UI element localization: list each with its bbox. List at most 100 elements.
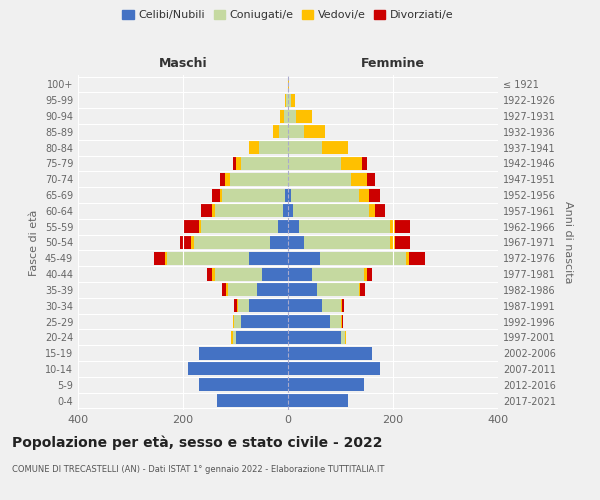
Bar — [320, 252, 406, 265]
Bar — [367, 268, 372, 280]
Y-axis label: Anni di nascita: Anni di nascita — [563, 201, 572, 284]
Bar — [286, 188, 288, 202]
Bar — [395, 236, 410, 249]
Bar — [199, 378, 288, 391]
Bar — [191, 236, 193, 249]
Bar — [288, 220, 299, 233]
Bar — [274, 126, 278, 138]
Bar — [206, 268, 212, 280]
Bar — [341, 315, 343, 328]
Bar — [223, 188, 286, 202]
Text: Popolazione per età, sesso e stato civile - 2022: Popolazione per età, sesso e stato civil… — [12, 435, 383, 450]
Bar — [288, 78, 289, 91]
Legend: Celibi/Nubili, Coniugati/e, Vedovi/e, Divorziati/e: Celibi/Nubili, Coniugati/e, Vedovi/e, Di… — [118, 6, 458, 25]
Bar — [311, 268, 364, 280]
Bar — [278, 126, 288, 138]
Bar — [361, 157, 367, 170]
Bar — [288, 378, 364, 391]
Bar — [288, 346, 372, 360]
Bar — [288, 284, 317, 296]
Bar — [217, 394, 288, 407]
Bar — [288, 362, 380, 376]
Bar — [233, 157, 235, 170]
Bar — [341, 331, 344, 344]
Bar — [199, 220, 202, 233]
Bar — [290, 94, 295, 107]
Bar — [248, 252, 288, 265]
Bar — [345, 331, 346, 344]
Bar — [215, 268, 262, 280]
Bar — [257, 284, 288, 296]
Bar — [215, 204, 283, 218]
Bar — [317, 284, 359, 296]
Bar — [409, 252, 425, 265]
Bar — [235, 315, 241, 328]
Bar — [359, 188, 370, 202]
Bar — [370, 188, 380, 202]
Bar — [359, 284, 361, 296]
Text: Maschi: Maschi — [158, 57, 208, 70]
Bar — [233, 315, 235, 328]
Bar — [299, 220, 391, 233]
Bar — [304, 236, 391, 249]
Bar — [288, 252, 320, 265]
Bar — [220, 188, 223, 202]
Bar — [288, 110, 296, 122]
Bar — [164, 252, 167, 265]
Bar — [183, 220, 199, 233]
Bar — [232, 331, 233, 344]
Bar — [293, 204, 370, 218]
Bar — [288, 299, 322, 312]
Bar — [181, 236, 191, 249]
Bar — [288, 236, 304, 249]
Y-axis label: Fasce di età: Fasce di età — [29, 210, 39, 276]
Bar — [241, 157, 288, 170]
Bar — [286, 94, 288, 107]
Bar — [288, 141, 322, 154]
Bar — [225, 173, 230, 186]
Bar — [202, 204, 212, 218]
Bar — [280, 110, 284, 122]
Bar — [288, 204, 293, 218]
Bar — [391, 236, 395, 249]
Bar — [222, 284, 226, 296]
Bar — [290, 188, 359, 202]
Bar — [351, 173, 367, 186]
Bar — [341, 157, 361, 170]
Bar — [230, 173, 288, 186]
Bar — [233, 331, 235, 344]
Bar — [370, 204, 374, 218]
Bar — [288, 173, 351, 186]
Bar — [364, 268, 367, 280]
Bar — [241, 315, 288, 328]
Bar — [227, 284, 257, 296]
Bar — [288, 331, 341, 344]
Bar — [341, 299, 344, 312]
Bar — [288, 394, 349, 407]
Bar — [226, 284, 227, 296]
Bar — [237, 299, 238, 312]
Bar — [288, 126, 304, 138]
Bar — [322, 299, 341, 312]
Bar — [202, 220, 277, 233]
Bar — [212, 188, 220, 202]
Bar — [188, 362, 288, 376]
Bar — [167, 252, 248, 265]
Bar — [367, 173, 374, 186]
Bar — [288, 188, 290, 202]
Bar — [374, 204, 385, 218]
Bar — [235, 331, 288, 344]
Bar — [361, 284, 365, 296]
Bar — [235, 157, 241, 170]
Bar — [238, 299, 248, 312]
Bar — [193, 236, 269, 249]
Bar — [199, 346, 288, 360]
Bar — [322, 141, 349, 154]
Bar — [391, 220, 395, 233]
Bar — [288, 268, 311, 280]
Bar — [406, 252, 409, 265]
Bar — [283, 204, 288, 218]
Bar — [248, 141, 259, 154]
Bar — [235, 299, 237, 312]
Bar — [284, 110, 288, 122]
